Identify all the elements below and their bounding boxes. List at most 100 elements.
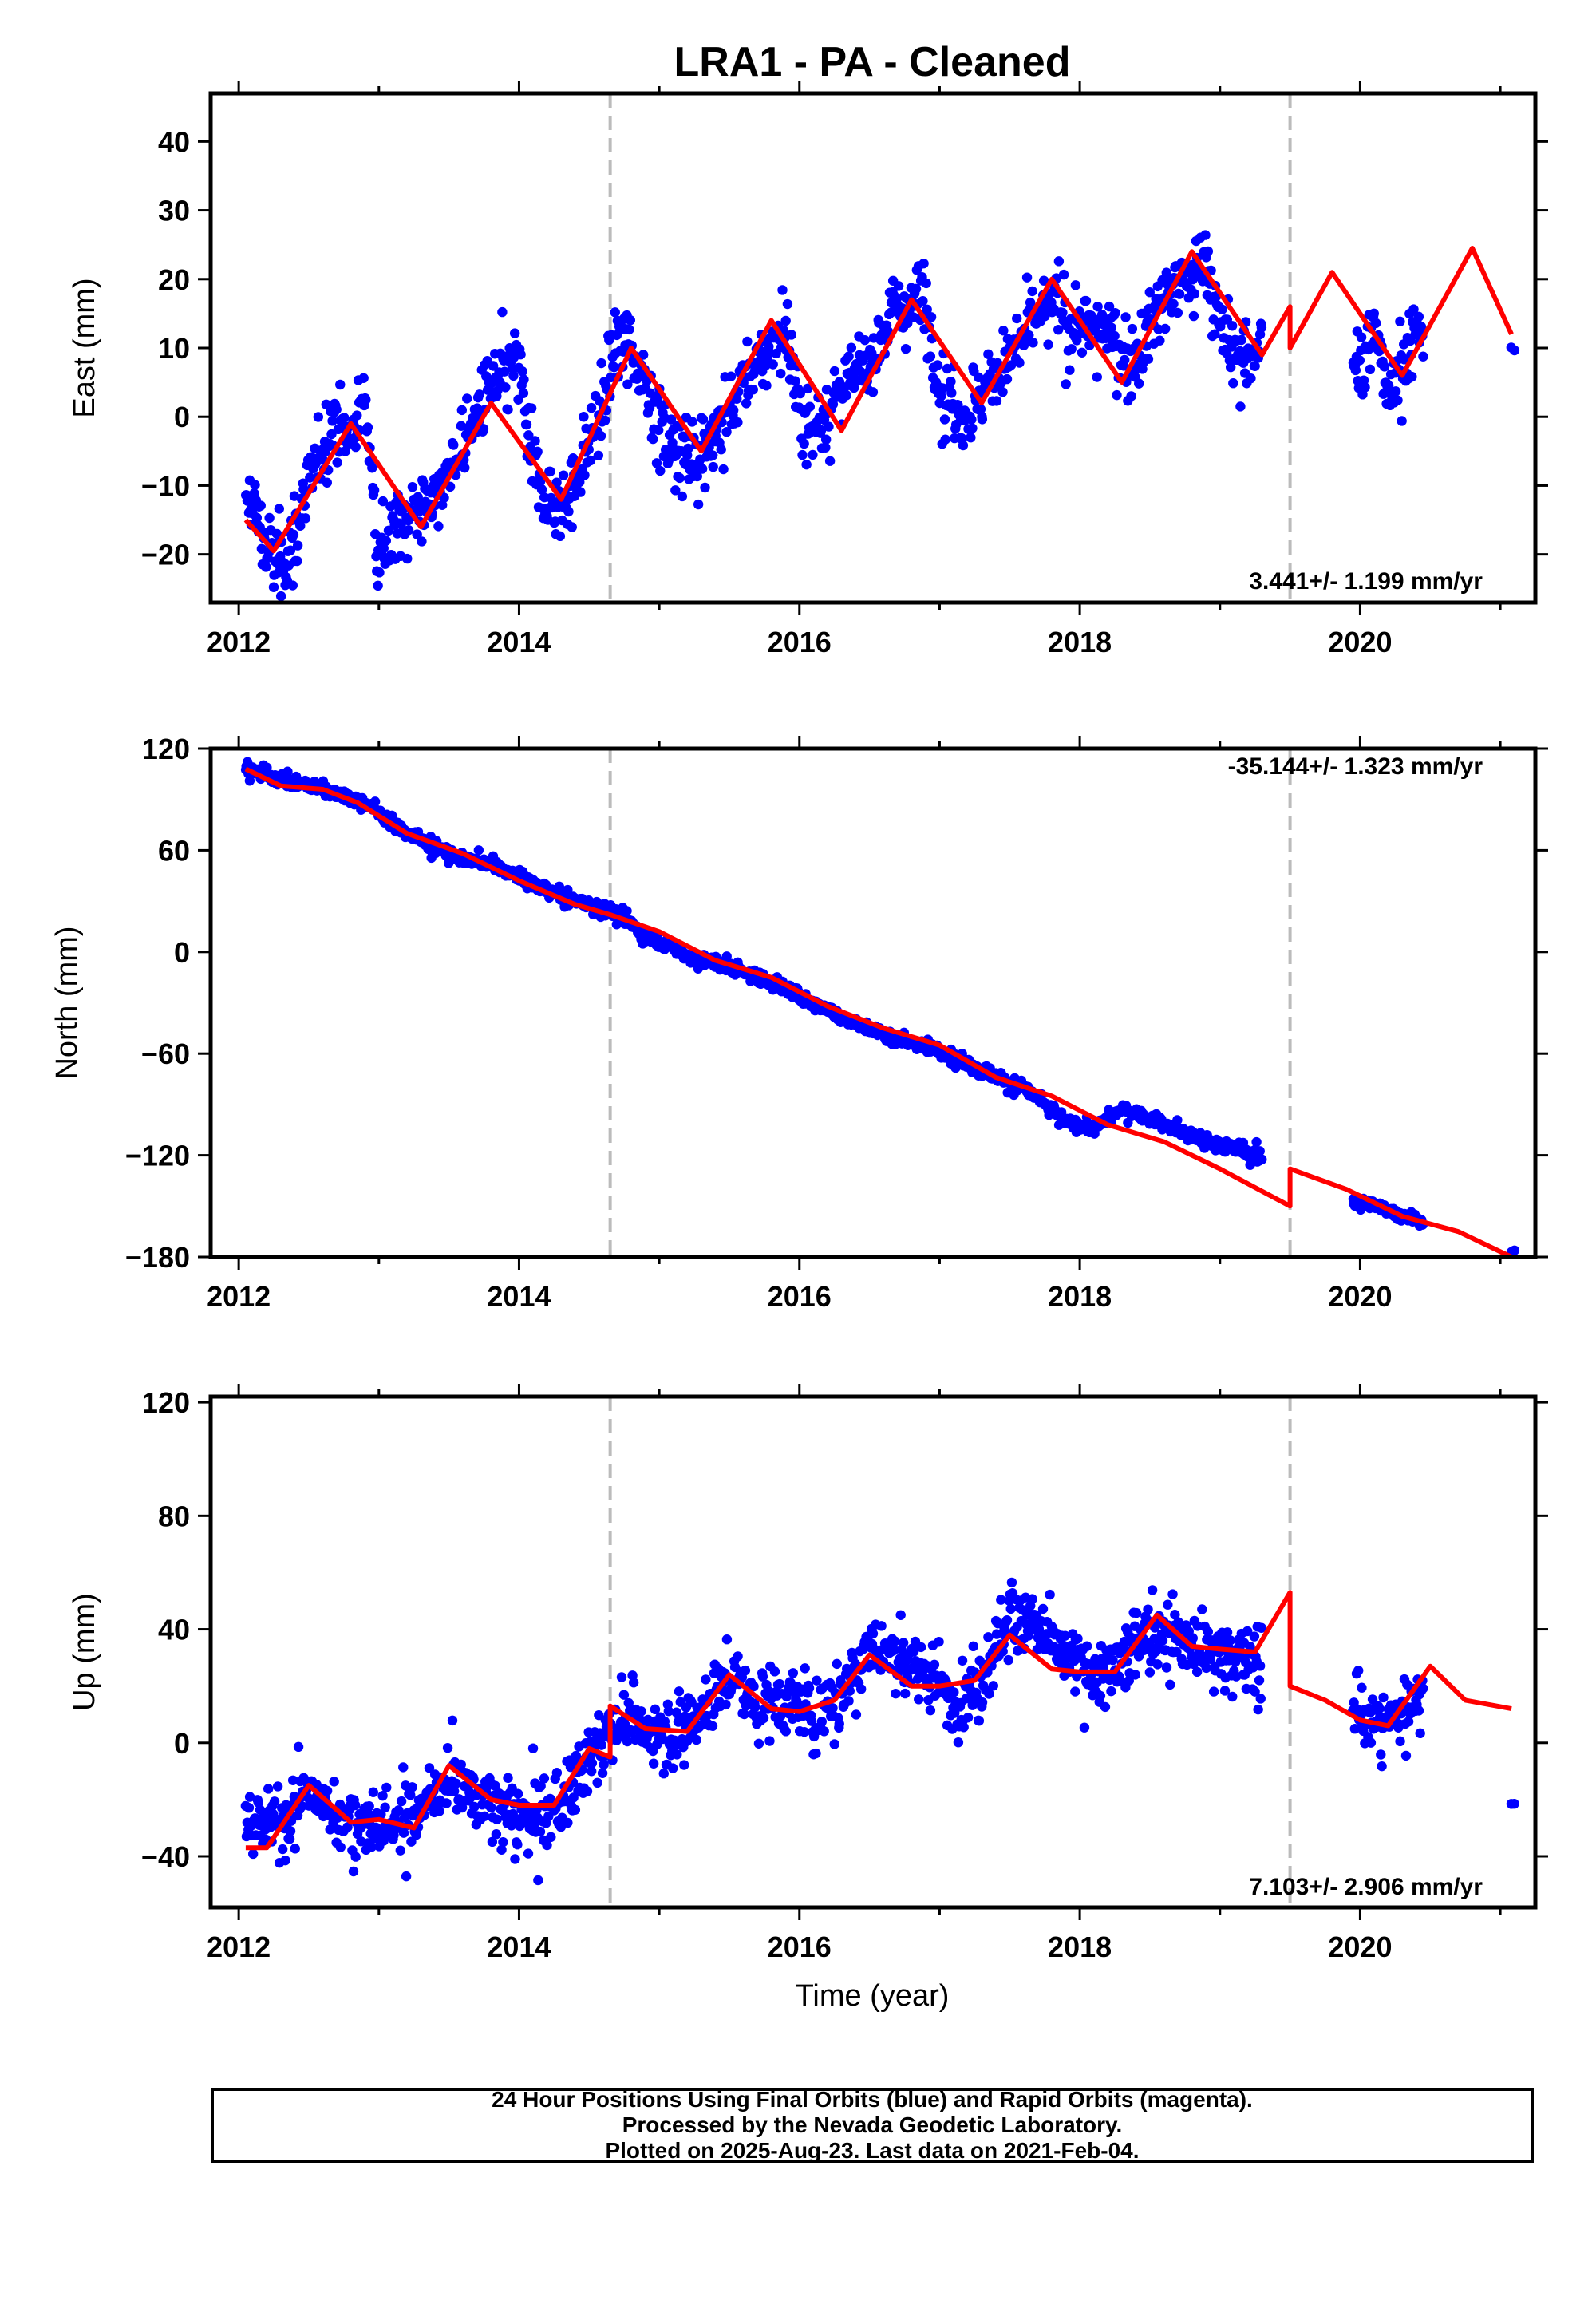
- data-point: [891, 1688, 901, 1699]
- data-point: [587, 1757, 598, 1769]
- data-point: [728, 405, 739, 416]
- data-point: [1127, 323, 1138, 334]
- data-point: [1379, 362, 1390, 372]
- data-point: [977, 414, 988, 425]
- data-point: [803, 383, 813, 394]
- x-tick-label: 2014: [487, 626, 551, 658]
- data-point: [287, 1775, 298, 1785]
- data-point: [297, 1801, 307, 1812]
- data-point: [1061, 379, 1071, 389]
- data-point: [1360, 382, 1370, 393]
- data-point: [342, 1822, 353, 1832]
- data-point: [1254, 1675, 1265, 1686]
- data-point: [846, 342, 857, 353]
- data-point: [488, 361, 499, 371]
- y-tick-label: 10: [158, 332, 190, 365]
- data-point: [555, 531, 566, 542]
- data-point: [674, 472, 685, 484]
- data-point: [683, 443, 693, 454]
- data-point: [1203, 1626, 1214, 1637]
- data-point: [804, 1682, 815, 1694]
- data-point: [1104, 301, 1115, 312]
- up-panel: 2012 2014 2016 2018 2020 −40 0 40 80 120 Up (mm) 7.…: [68, 1384, 1548, 1963]
- data-point: [1376, 1749, 1386, 1760]
- data-point: [1395, 316, 1405, 327]
- data-point: [536, 484, 547, 495]
- x-tick-label: 2018: [1048, 626, 1112, 658]
- y-tick-label: −20: [141, 539, 190, 571]
- data-point: [381, 536, 392, 546]
- data-point: [606, 372, 616, 383]
- data-point: [934, 1637, 944, 1647]
- data-point: [255, 500, 266, 511]
- data-point: [271, 528, 282, 539]
- data-point: [509, 328, 520, 338]
- data-point: [295, 520, 306, 531]
- data-point: [310, 443, 320, 454]
- data-point: [918, 1671, 929, 1682]
- data-point: [725, 371, 737, 381]
- data-point: [1408, 304, 1419, 314]
- data-point: [790, 376, 800, 386]
- data-point: [795, 388, 805, 399]
- data-point: [1092, 372, 1102, 382]
- data-point: [625, 315, 636, 326]
- data-point: [742, 336, 753, 347]
- data-point: [1079, 1722, 1090, 1733]
- data-point: [1172, 307, 1183, 318]
- caption-line-1: 24 Hour Positions Using Final Orbits (bl…: [492, 2087, 1253, 2112]
- x-tick-label: 2020: [1328, 1931, 1392, 1963]
- data-point: [378, 543, 389, 554]
- data-point: [998, 387, 1008, 397]
- data-point: [1235, 401, 1246, 412]
- data-point: [402, 553, 413, 564]
- data-point: [492, 1814, 502, 1824]
- data-point: [1350, 365, 1361, 376]
- data-point: [1155, 335, 1165, 346]
- data-point: [530, 436, 540, 446]
- data-point: [922, 304, 932, 315]
- data-point: [655, 465, 666, 476]
- x-tick-label: 2020: [1328, 1280, 1392, 1313]
- data-point: [677, 491, 688, 502]
- data-point: [563, 506, 574, 517]
- data-point: [900, 343, 911, 354]
- y-axis-label: North (mm): [50, 926, 84, 1079]
- data-point: [448, 440, 459, 450]
- data-point: [263, 1784, 274, 1794]
- data-point: [741, 398, 752, 409]
- chart-title: LRA1 - PA - Cleaned: [674, 39, 1071, 85]
- data-point: [473, 845, 484, 856]
- data-point: [889, 1645, 899, 1655]
- data-point: [1144, 1667, 1156, 1678]
- data-point: [780, 315, 791, 326]
- data-point: [777, 285, 788, 295]
- data-point: [377, 496, 389, 507]
- data-point: [1157, 1635, 1168, 1646]
- data-point: [518, 388, 529, 398]
- data-point: [740, 1665, 751, 1676]
- data-point: [939, 414, 950, 425]
- data-point: [687, 417, 697, 427]
- data-point: [1509, 345, 1520, 356]
- data-point: [667, 1763, 678, 1773]
- data-point: [832, 1658, 842, 1670]
- data-points: [240, 757, 1520, 1257]
- x-tick-label: 2020: [1328, 626, 1392, 658]
- x-tick-label: 2014: [487, 1280, 551, 1313]
- data-point: [380, 1802, 390, 1812]
- data-point: [250, 480, 260, 490]
- data-points: [240, 230, 1520, 602]
- data-point: [442, 1742, 453, 1753]
- data-point: [1395, 1736, 1405, 1747]
- data-point: [373, 580, 383, 591]
- data-point: [1413, 1705, 1424, 1716]
- data-point: [350, 1852, 361, 1862]
- data-point: [757, 1671, 768, 1682]
- data-point: [277, 1844, 288, 1855]
- data-point: [949, 1687, 959, 1697]
- data-point: [1065, 365, 1075, 375]
- data-point: [592, 1777, 602, 1788]
- data-point: [405, 1790, 416, 1800]
- y-tick-label: 80: [158, 1500, 190, 1532]
